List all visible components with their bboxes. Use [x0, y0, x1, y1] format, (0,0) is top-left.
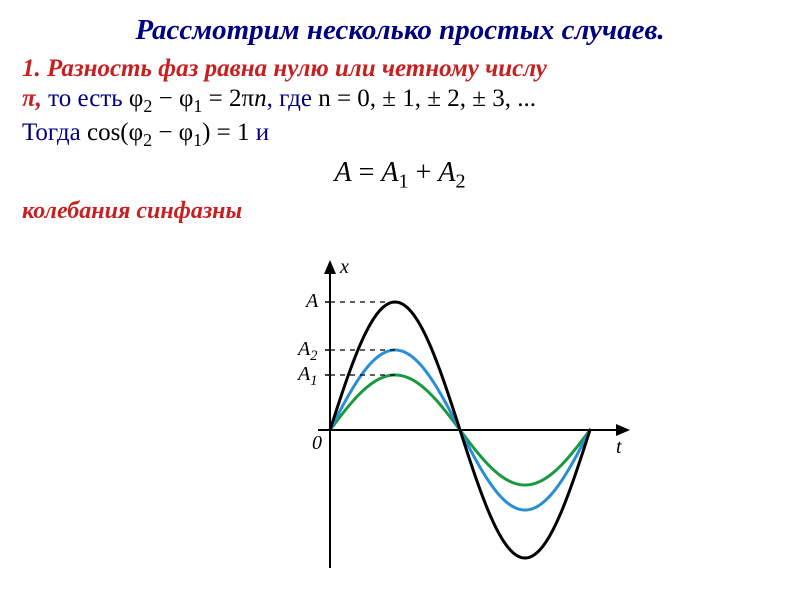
cosend: ) = 1 — [202, 119, 249, 146]
fs2: 2 — [455, 171, 465, 193]
sub2: 2 — [143, 96, 152, 116]
gde: , где — [267, 85, 319, 112]
line3: Тогда cos(φ2 − φ1) = 1 и — [22, 119, 778, 151]
togda: Тогда — [22, 119, 87, 146]
caption-text: колебания синфазны — [22, 198, 242, 224]
fs1: 1 — [398, 171, 408, 193]
and: и — [250, 119, 270, 146]
formula-amplitude: A = A1 + A2 — [22, 157, 778, 194]
chart-svg — [270, 260, 630, 580]
line1-part-a: 1. Разность фаз равна нулю или четному ч… — [22, 55, 547, 82]
n-ital: n — [254, 85, 267, 112]
fA2: A — [438, 157, 455, 188]
feq: = — [352, 157, 382, 188]
x-axis-label: t — [616, 436, 622, 459]
label-A1: A1 — [298, 363, 317, 390]
fA: A — [334, 157, 351, 188]
to-est: то есть — [48, 85, 129, 112]
phi1b: φ — [179, 119, 193, 146]
label-A2: A2 — [298, 338, 317, 365]
content-block: 1. Разность фаз равна нулю или четному ч… — [0, 47, 800, 225]
line2: π, то есть φ2 − φ1 = 2πn, где n = 0, ± 1… — [22, 85, 778, 117]
nvals: n = 0, ± 1, ± 2, ± 3, ... — [318, 85, 536, 112]
fplus: + — [409, 157, 439, 188]
sub2b: 2 — [143, 130, 152, 150]
inphase-caption: колебания синфазны — [22, 198, 778, 225]
origin-label: 0 — [312, 432, 322, 455]
pi-symbol: π, — [22, 85, 48, 112]
cos: cos( — [87, 119, 129, 146]
phi2b: φ — [129, 119, 143, 146]
phi2: φ — [129, 85, 143, 112]
chart-container: xt0AA2A1 — [270, 260, 630, 585]
fA1: A — [381, 157, 398, 188]
eq2pin: = 2π — [202, 85, 254, 112]
sub1b: 1 — [193, 130, 202, 150]
page-title: Рассмотрим несколько простых случаев. — [0, 0, 800, 47]
y-axis-label: x — [340, 256, 349, 279]
title-text: Рассмотрим несколько простых случаев. — [135, 14, 664, 46]
line1: 1. Разность фаз равна нулю или четному ч… — [22, 55, 778, 83]
label-A: A — [306, 290, 318, 313]
minus: − — [152, 85, 179, 112]
minus2: − — [152, 119, 179, 146]
phi1: φ — [179, 85, 193, 112]
